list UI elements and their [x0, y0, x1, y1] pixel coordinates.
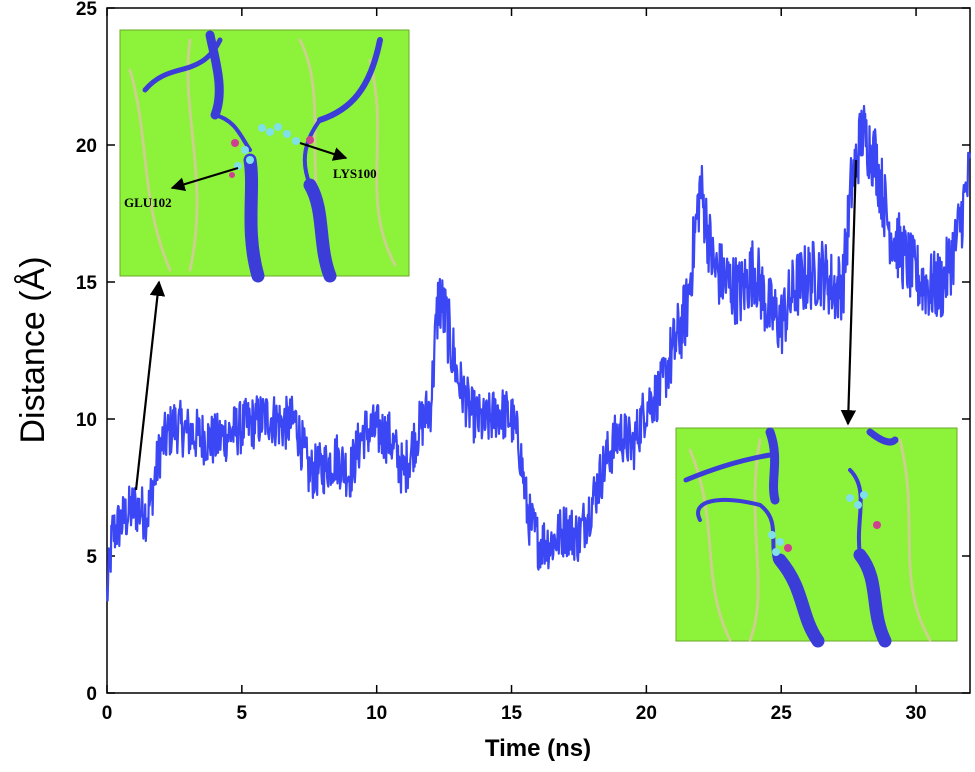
x-tick-label-10: 10 [366, 703, 387, 724]
arrow-to-top-inset [134, 280, 166, 491]
inset-structure-glu102-lys100: GLU102 LYS100 [119, 29, 410, 283]
y-axis-title: Distance (Å) [14, 256, 52, 443]
y-tick-label-10: 10 [76, 410, 97, 431]
x-axis-title: Time (ns) [485, 735, 591, 762]
axis-tick-labels: 0 5 10 15 20 25 30 0 5 10 15 20 25 [76, 0, 927, 724]
y-tick-label-25: 25 [76, 0, 98, 20]
inset-top-left-background [119, 29, 410, 277]
protein-helix-ribbons [128, 30, 397, 283]
x-tick-label-0: 0 [102, 703, 113, 724]
x-tick-label-25: 25 [771, 703, 793, 724]
inset-structure-separated [675, 427, 958, 648]
distance-series-line [105, 104, 972, 602]
x-tick-label-20: 20 [636, 703, 657, 724]
arrow-to-lys100 [299, 142, 348, 161]
label-lys100: LYS100 [333, 166, 377, 181]
x-tick-label-5: 5 [237, 703, 248, 724]
arrow-to-glu102 [170, 167, 239, 192]
y-tick-label-0: 0 [86, 684, 97, 705]
residue-atoms [768, 491, 881, 556]
plot-frame [106, 7, 971, 694]
y-tick-label-5: 5 [86, 547, 97, 568]
protein-helix-ribbons [683, 427, 932, 648]
arrow-to-bottom-inset [840, 159, 858, 426]
y-tick-label-20: 20 [76, 136, 97, 157]
label-glu102: GLU102 [124, 195, 172, 210]
x-tick-label-30: 30 [905, 703, 926, 724]
x-tick-label-15: 15 [501, 703, 523, 724]
y-tick-label-15: 15 [76, 273, 98, 294]
residue-atoms [229, 123, 314, 178]
